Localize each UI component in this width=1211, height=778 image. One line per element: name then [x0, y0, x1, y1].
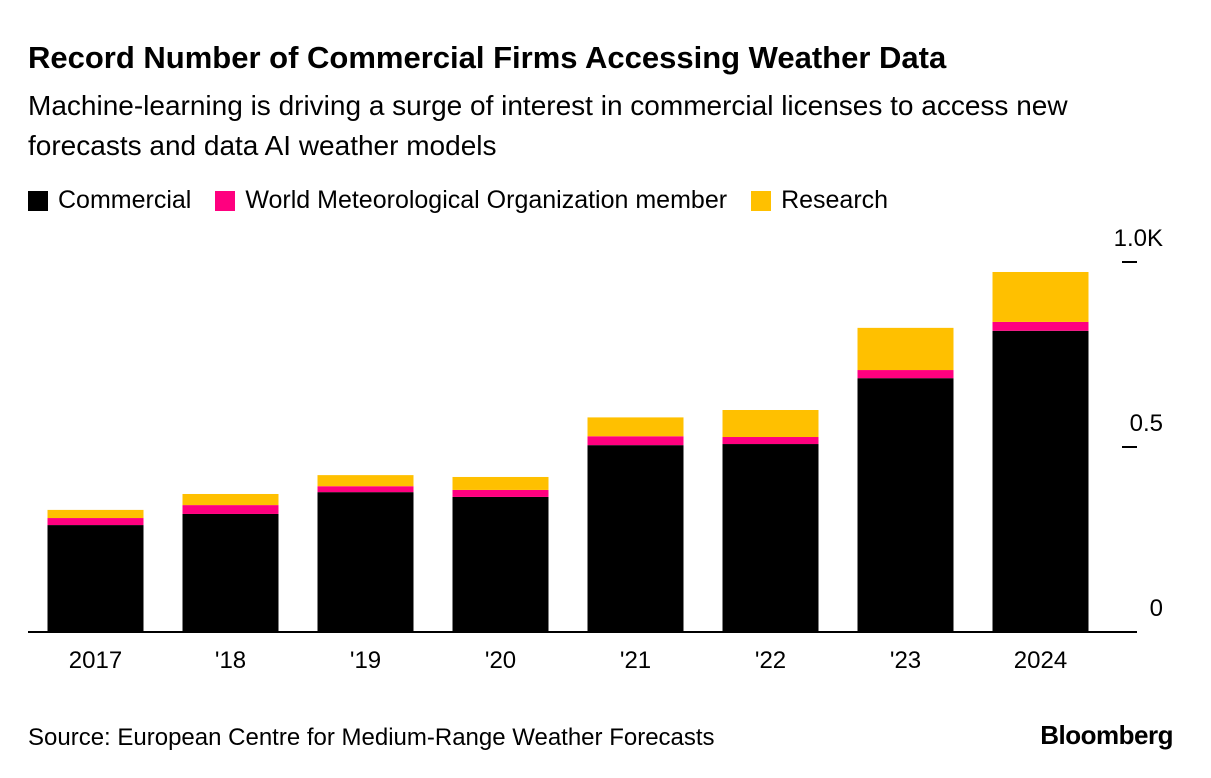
chart-subtitle: Machine-learning is driving a surge of i… [28, 90, 1068, 161]
legend-swatch [215, 190, 236, 211]
bar-segment [47, 525, 144, 632]
x-tick-label: 2017 [69, 647, 122, 674]
x-tick-label: '22 [755, 647, 786, 674]
credit: Bloomberg [1040, 720, 1173, 750]
bar-segment [47, 518, 144, 526]
bar-segment [857, 327, 954, 371]
bar-segment [722, 444, 819, 632]
bar-segment [452, 496, 549, 632]
bar-segment [857, 378, 954, 632]
x-tick-label: '21 [620, 647, 651, 674]
y-tick-label: 0 [1150, 595, 1163, 622]
legend-swatch [28, 190, 48, 211]
bar-segment [182, 505, 279, 514]
bar-segment [317, 475, 414, 487]
chart-title: Record Number of Commercial Firms Access… [28, 40, 947, 75]
legend-label: Research [781, 186, 889, 214]
x-tick-label: '23 [890, 647, 921, 674]
bar-segment [587, 436, 684, 446]
bar-segment [722, 437, 819, 445]
bar-segment [317, 486, 414, 493]
source: Source: European Centre for Medium-Range… [28, 724, 715, 751]
bar-segment [587, 417, 684, 437]
x-tick-label: 2024 [1014, 647, 1067, 674]
x-tick-label: '19 [350, 647, 381, 674]
bar-segment [722, 410, 819, 438]
bar-segment [587, 445, 684, 632]
x-tick-label: '20 [485, 647, 516, 674]
bar-segment [452, 476, 549, 490]
legend-label: Commercial [58, 186, 192, 214]
y-tick-label: 1.0K [1114, 225, 1163, 252]
bar-segment [182, 513, 279, 632]
x-tick-label: '18 [215, 647, 246, 674]
bar-segment [182, 493, 279, 506]
bar-segment [992, 330, 1089, 632]
legend-item: Commercial [28, 186, 191, 215]
bar-segment [992, 321, 1089, 331]
legend-item: World Meteorological Organization member [215, 186, 727, 215]
bar-segment [47, 509, 144, 519]
bar-segment [992, 271, 1089, 322]
bar-segment [857, 370, 954, 379]
legend-label: World Meteorological Organization member [245, 186, 728, 214]
bar-segment [452, 489, 549, 497]
legend: Commercial World Meteorological Organizat… [28, 186, 888, 215]
bar-segment [317, 492, 414, 632]
legend-item: Research [751, 186, 888, 215]
y-tick-label: 0.5 [1130, 410, 1163, 437]
legend-swatch [751, 190, 772, 211]
